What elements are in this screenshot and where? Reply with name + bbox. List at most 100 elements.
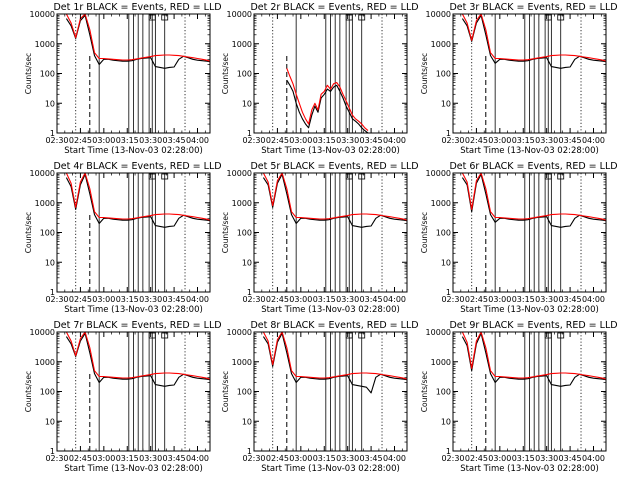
y-tick-label: 10 bbox=[441, 258, 451, 267]
y-axis-label: Counts/sec bbox=[24, 212, 33, 253]
y-tick-label: 10000 bbox=[426, 328, 451, 337]
marker-box bbox=[544, 332, 552, 339]
panel-title: Det 9r BLACK = Events, RED = LLD bbox=[449, 320, 617, 331]
y-tick-label: 1000 bbox=[232, 40, 252, 49]
x-tick-label: 03:45 bbox=[559, 295, 582, 304]
y-tick-label: 1 bbox=[50, 129, 55, 138]
x-tick-label: 04:00 bbox=[383, 295, 406, 304]
y-tick-label: 1000 bbox=[232, 358, 252, 367]
marker-box bbox=[148, 14, 156, 21]
marker-box bbox=[557, 332, 565, 339]
x-tick-label: 02:45 bbox=[69, 136, 92, 145]
x-tick-label: 02:30 bbox=[441, 295, 464, 304]
y-axis-label: Counts/sec bbox=[420, 212, 429, 253]
x-tick-label: 03:45 bbox=[163, 136, 186, 145]
panel-title: Det 5r BLACK = Events, RED = LLD bbox=[250, 161, 418, 172]
y-tick-label: 1000 bbox=[232, 199, 252, 208]
x-tick-label: 02:30 bbox=[441, 136, 464, 145]
marker-box bbox=[345, 14, 353, 21]
x-tick-label: 03:45 bbox=[559, 136, 582, 145]
series-line-lld bbox=[461, 13, 607, 62]
panel-det-6: Det 6r BLACK = Events, RED = LLD 1 10 100 10… bbox=[420, 161, 618, 315]
y-tick-label: 100 bbox=[436, 388, 451, 397]
x-tick-label: 03:15 bbox=[512, 295, 535, 304]
x-tick-label: 03:30 bbox=[139, 295, 162, 304]
x-tick-label: 02:30 bbox=[441, 454, 464, 463]
y-axis-label: Counts/sec bbox=[221, 212, 230, 253]
x-tick-label: 04:00 bbox=[582, 454, 605, 463]
x-tick-label: 04:00 bbox=[186, 136, 209, 145]
y-tick-label: 100 bbox=[436, 229, 451, 238]
x-tick-label: 04:00 bbox=[383, 136, 406, 145]
series-line-lld bbox=[286, 68, 369, 132]
x-tick-label: 03:15 bbox=[512, 454, 535, 463]
x-axis-label: Start Time (13-Nov-03 02:28:00) bbox=[261, 305, 400, 315]
y-axis-label: Counts/sec bbox=[221, 53, 230, 94]
panel-title: Det 4r BLACK = Events, RED = LLD bbox=[53, 161, 221, 172]
x-tick-label: 02:45 bbox=[266, 454, 289, 463]
x-tick-label: 03:00 bbox=[92, 454, 115, 463]
x-tick-label: 02:30 bbox=[242, 136, 265, 145]
x-axis-label: Start Time (13-Nov-03 02:28:00) bbox=[64, 464, 203, 474]
series-line-lld bbox=[262, 331, 408, 380]
panel-title: Det 3r BLACK = Events, RED = LLD bbox=[449, 2, 617, 13]
y-tick-label: 100 bbox=[237, 229, 252, 238]
y-tick-label: 10 bbox=[441, 99, 451, 108]
x-tick-label: 03:15 bbox=[116, 136, 139, 145]
y-tick-label: 10000 bbox=[426, 169, 451, 178]
y-tick-label: 100 bbox=[40, 229, 55, 238]
marker-box bbox=[557, 14, 565, 21]
panel-title: Det 2r BLACK = Events, RED = LLD bbox=[250, 2, 418, 13]
series-line-events bbox=[286, 79, 369, 134]
marker-box bbox=[358, 173, 366, 180]
x-axis-label: Start Time (13-Nov-03 02:28:00) bbox=[64, 305, 203, 315]
y-tick-label: 10000 bbox=[30, 10, 55, 19]
marker-box bbox=[345, 332, 353, 339]
series-line-lld bbox=[65, 172, 211, 221]
x-tick-label: 03:30 bbox=[535, 454, 558, 463]
y-tick-label: 1 bbox=[446, 288, 451, 297]
panel-det-8: Det 8r BLACK = Events, RED = LLD 1 10 100 10… bbox=[221, 320, 419, 474]
x-tick-label: 02:45 bbox=[465, 136, 488, 145]
x-tick-label: 02:30 bbox=[45, 295, 68, 304]
y-tick-label: 100 bbox=[40, 388, 55, 397]
x-tick-label: 02:30 bbox=[242, 295, 265, 304]
x-tick-label: 03:15 bbox=[313, 136, 336, 145]
y-tick-label: 10000 bbox=[426, 10, 451, 19]
y-tick-label: 10 bbox=[45, 417, 55, 426]
y-tick-label: 10000 bbox=[227, 328, 252, 337]
x-tick-label: 03:30 bbox=[336, 136, 359, 145]
x-tick-label: 02:30 bbox=[45, 454, 68, 463]
x-tick-label: 04:00 bbox=[582, 295, 605, 304]
series-line-lld bbox=[65, 331, 211, 380]
panel-det-1: Det 1r BLACK = Events, RED = LLD 1 10 100 10… bbox=[24, 2, 222, 156]
y-tick-label: 10 bbox=[242, 99, 252, 108]
y-tick-label: 10 bbox=[45, 99, 55, 108]
x-tick-label: 03:30 bbox=[535, 136, 558, 145]
marker-box bbox=[557, 173, 565, 180]
x-tick-label: 02:30 bbox=[45, 136, 68, 145]
y-tick-label: 10 bbox=[242, 258, 252, 267]
x-tick-label: 03:15 bbox=[512, 136, 535, 145]
panel-det-3: Det 3r BLACK = Events, RED = LLD 1 10 100 10… bbox=[420, 2, 618, 156]
x-tick-label: 03:15 bbox=[313, 454, 336, 463]
x-tick-label: 03:15 bbox=[313, 295, 336, 304]
x-tick-label: 03:00 bbox=[488, 136, 511, 145]
y-tick-label: 1 bbox=[446, 447, 451, 456]
y-tick-label: 1 bbox=[50, 288, 55, 297]
y-tick-label: 10 bbox=[45, 258, 55, 267]
y-tick-label: 1000 bbox=[431, 199, 451, 208]
panel-det-9: Det 9r BLACK = Events, RED = LLD 1 10 100 10… bbox=[420, 320, 618, 474]
x-tick-label: 02:45 bbox=[266, 295, 289, 304]
series-line-lld bbox=[461, 331, 607, 380]
x-axis-label: Start Time (13-Nov-03 02:28:00) bbox=[261, 464, 400, 474]
x-tick-label: 04:00 bbox=[186, 454, 209, 463]
panel-title: Det 6r BLACK = Events, RED = LLD bbox=[449, 161, 617, 172]
x-tick-label: 03:00 bbox=[488, 295, 511, 304]
y-tick-label: 100 bbox=[237, 388, 252, 397]
marker-box bbox=[161, 173, 169, 180]
panel-det-5: Det 5r BLACK = Events, RED = LLD 1 10 100 10… bbox=[221, 161, 419, 315]
x-axis-label: Start Time (13-Nov-03 02:28:00) bbox=[460, 464, 599, 474]
x-tick-label: 03:00 bbox=[92, 136, 115, 145]
marker-box bbox=[358, 332, 366, 339]
